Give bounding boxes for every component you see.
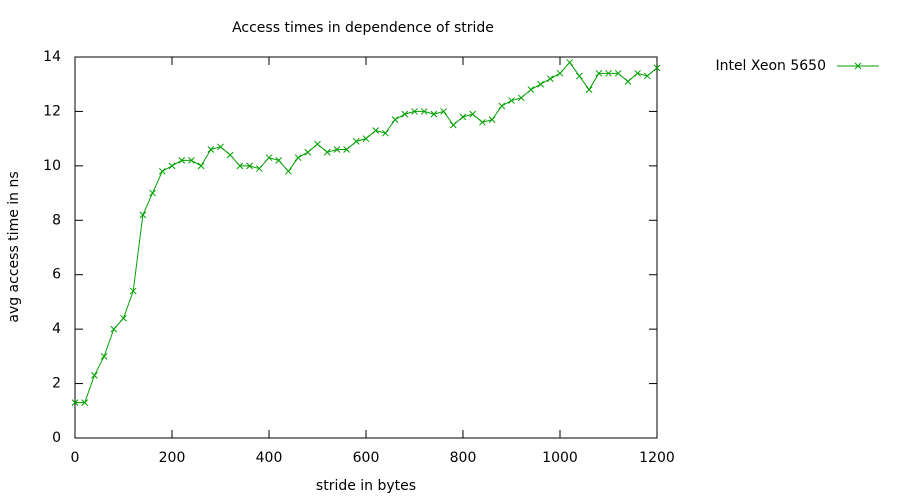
point-marker: [255, 165, 263, 172]
point-marker: [459, 113, 467, 121]
point-marker: [265, 154, 273, 162]
point-marker: [643, 72, 651, 80]
point-marker: [120, 314, 127, 322]
point-marker: [634, 69, 641, 77]
point-marker: [382, 129, 389, 137]
x-tick-label: 400: [256, 450, 283, 466]
point-marker: [546, 75, 554, 83]
point-marker: [333, 146, 341, 153]
point-marker: [207, 146, 215, 153]
x-tick-label: 800: [450, 450, 477, 466]
point-marker: [139, 211, 147, 219]
point-marker: [605, 69, 612, 77]
point-marker: [236, 162, 244, 170]
point-marker: [420, 108, 428, 115]
y-tick-label: 8: [52, 212, 61, 228]
point-marker: [246, 162, 253, 170]
x-tick-label: 200: [159, 450, 186, 466]
y-tick-label: 2: [52, 376, 61, 392]
point-marker: [440, 108, 447, 115]
x-axis-label: stride in bytes: [316, 478, 416, 494]
x-tick-label: 1000: [542, 450, 578, 466]
point-marker: [81, 399, 89, 406]
series-line: [75, 61, 658, 404]
point-marker: [401, 110, 409, 118]
y-axis-label: avg access time in ns: [6, 171, 22, 322]
point-marker: [110, 325, 118, 333]
point-marker: [653, 64, 661, 72]
point-marker: [197, 162, 205, 170]
y-tick-label: 4: [52, 321, 61, 337]
x-tick-label: 600: [353, 450, 380, 466]
y-tick-label: 10: [43, 158, 61, 174]
point-marker: [391, 116, 399, 123]
point-marker: [479, 118, 486, 126]
point-marker: [362, 135, 370, 142]
point-marker: [449, 121, 457, 129]
point-marker: [498, 102, 506, 110]
point-marker: [585, 86, 593, 94]
point-marker: [352, 138, 360, 145]
point-marker: [537, 80, 544, 88]
point-marker: [323, 148, 331, 156]
point-marker: [188, 157, 195, 164]
y-tick-label: 14: [43, 49, 61, 65]
legend-marker: [854, 62, 862, 70]
point-marker: [517, 94, 525, 102]
point-marker: [226, 151, 234, 159]
point-marker: [217, 143, 224, 151]
point-marker: [372, 127, 380, 134]
point-marker: [430, 110, 438, 118]
point-marker: [294, 154, 302, 162]
x-tick-label: 0: [71, 450, 80, 466]
point-marker: [129, 287, 137, 295]
plot-frame: [74, 56, 658, 439]
point-marker: [158, 167, 166, 175]
y-tick-label: 0: [52, 430, 61, 446]
point-marker: [556, 69, 564, 77]
point-marker: [100, 353, 108, 360]
point-marker: [178, 157, 186, 164]
point-marker: [508, 97, 515, 104]
y-tick-label: 12: [43, 103, 61, 119]
point-marker: [314, 140, 321, 148]
point-marker: [285, 167, 292, 175]
point-marker: [614, 69, 622, 77]
point-marker: [149, 189, 156, 197]
chart-title: Access times in dependence of stride: [232, 20, 494, 36]
point-marker: [488, 116, 496, 123]
point-marker: [595, 69, 603, 77]
point-marker: [527, 86, 535, 94]
point-marker: [91, 372, 98, 379]
y-tick-label: 6: [52, 267, 61, 283]
point-marker: [275, 157, 283, 164]
point-marker: [71, 399, 79, 406]
legend-label: Intel Xeon 5650: [715, 58, 826, 74]
point-marker: [469, 110, 477, 118]
point-marker: [304, 148, 312, 156]
x-tick-label: 1200: [639, 450, 675, 466]
point-marker: [566, 59, 574, 66]
point-marker: [168, 162, 176, 170]
point-marker: [411, 108, 418, 115]
point-marker: [576, 72, 583, 80]
point-marker: [624, 78, 632, 85]
point-marker: [343, 146, 350, 153]
